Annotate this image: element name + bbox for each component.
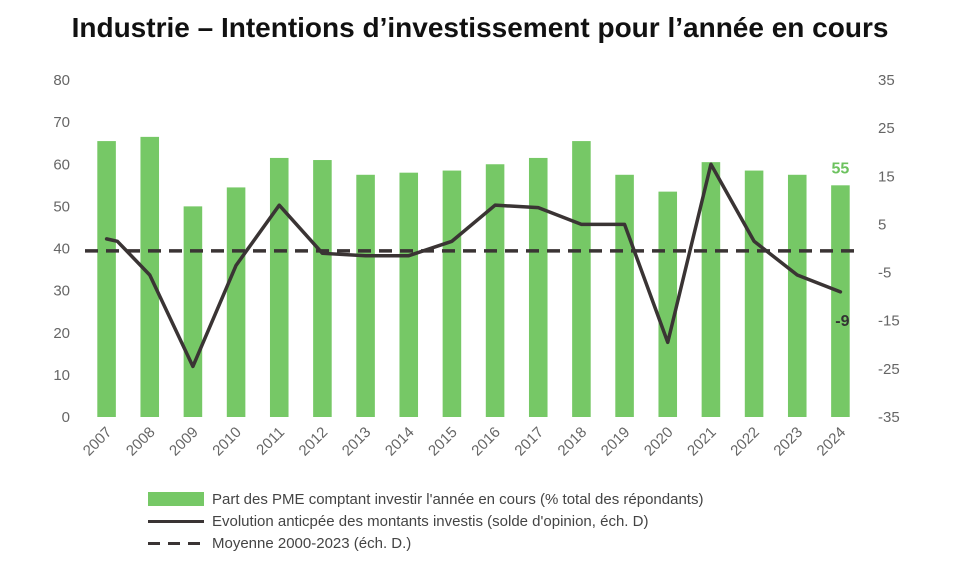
- bar: [658, 191, 678, 417]
- bar: [442, 170, 462, 417]
- chart-title: Industrie – Intentions d’investissement …: [71, 12, 889, 43]
- right-tick-label: 15: [878, 168, 895, 185]
- x-tick-label: 2010: [209, 424, 245, 460]
- bar-series: [97, 136, 850, 418]
- bar: [572, 141, 591, 418]
- legend-item-bars: Part des PME comptant investir l'année e…: [148, 488, 703, 510]
- bar: [97, 141, 116, 418]
- bar: [701, 162, 721, 417]
- right-tick-label: 25: [878, 120, 895, 137]
- legend-swatch-line: [148, 514, 204, 528]
- left-tick-label: 10: [53, 367, 70, 384]
- bar: [183, 206, 203, 417]
- x-tick-label: 2013: [339, 424, 375, 460]
- right-tick-label: -5: [878, 265, 891, 282]
- x-tick-label: 2019: [598, 424, 634, 460]
- x-tick-label: 2017: [511, 424, 547, 460]
- bar: [269, 157, 289, 417]
- bar: [485, 164, 505, 417]
- right-tick-label: 5: [878, 216, 886, 233]
- legend-swatch-dashed: [148, 536, 204, 550]
- bar: [615, 174, 634, 417]
- line-series: [104, 162, 843, 369]
- legend-label-line: Evolution anticpée des montants investis…: [212, 512, 649, 530]
- legend-swatch-bar: [148, 492, 204, 506]
- right-tick-label: 35: [878, 72, 895, 89]
- x-tick-label: 2012: [296, 424, 332, 460]
- chart-area: 0 10 20 30 40 50 60 70 80 -35 -25 -15 -5 5 15 25 35 200…: [53, 72, 900, 460]
- legend-label-bars: Part des PME comptant investir l'année e…: [212, 490, 704, 508]
- left-axis: 0 10 20 30 40 50 60 70 80: [53, 72, 70, 426]
- legend-item-line: Evolution anticpée des montants investis…: [148, 510, 703, 532]
- left-tick-label: 70: [53, 114, 70, 131]
- left-tick-label: 40: [53, 241, 70, 258]
- left-tick-label: 80: [53, 72, 70, 89]
- x-tick-label: 2009: [166, 424, 202, 460]
- line-last-label: -9: [835, 313, 849, 330]
- x-tick-label: 2014: [382, 424, 418, 460]
- bar: [528, 157, 548, 417]
- x-tick-label: 2008: [123, 424, 159, 460]
- bar: [787, 174, 807, 417]
- bar: [831, 185, 850, 417]
- left-tick-label: 20: [53, 325, 70, 342]
- line-path: [104, 162, 843, 369]
- x-tick-label: 2022: [727, 424, 763, 460]
- left-tick-label: 50: [53, 198, 70, 215]
- x-tick-label: 2007: [80, 424, 116, 460]
- legend-label-average: Moyenne 2000-2023 (éch. D.): [212, 534, 412, 552]
- bar: [744, 170, 764, 417]
- x-tick-label: 2018: [555, 424, 591, 460]
- x-tick-label: 2011: [253, 424, 288, 459]
- x-tick-label: 2016: [468, 424, 504, 460]
- bar: [313, 160, 332, 417]
- x-tick-label: 2020: [641, 424, 677, 460]
- bar: [226, 187, 246, 417]
- legend: Part des PME comptant investir l'année e…: [148, 488, 703, 554]
- bar-last-label: 55: [832, 160, 850, 177]
- x-tick-label: 2015: [425, 424, 461, 460]
- bar: [399, 172, 419, 417]
- left-tick-label: 0: [62, 409, 70, 426]
- x-tick-label: 2023: [770, 424, 806, 460]
- legend-item-average: Moyenne 2000-2023 (éch. D.): [148, 532, 703, 554]
- x-axis: 2007 2008 2009 2010 2011 2012 2013 2014 2015 2016…: [80, 424, 849, 460]
- x-tick-label: 2021: [684, 424, 720, 460]
- x-tick-label: 2024: [814, 424, 850, 460]
- left-tick-label: 60: [53, 156, 70, 173]
- left-tick-label: 30: [53, 283, 70, 300]
- right-tick-label: -15: [878, 313, 900, 330]
- right-tick-label: -25: [878, 361, 900, 378]
- bar: [356, 174, 375, 417]
- right-axis: -35 -25 -15 -5 5 15 25 35: [878, 72, 900, 426]
- right-tick-label: -35: [878, 409, 900, 426]
